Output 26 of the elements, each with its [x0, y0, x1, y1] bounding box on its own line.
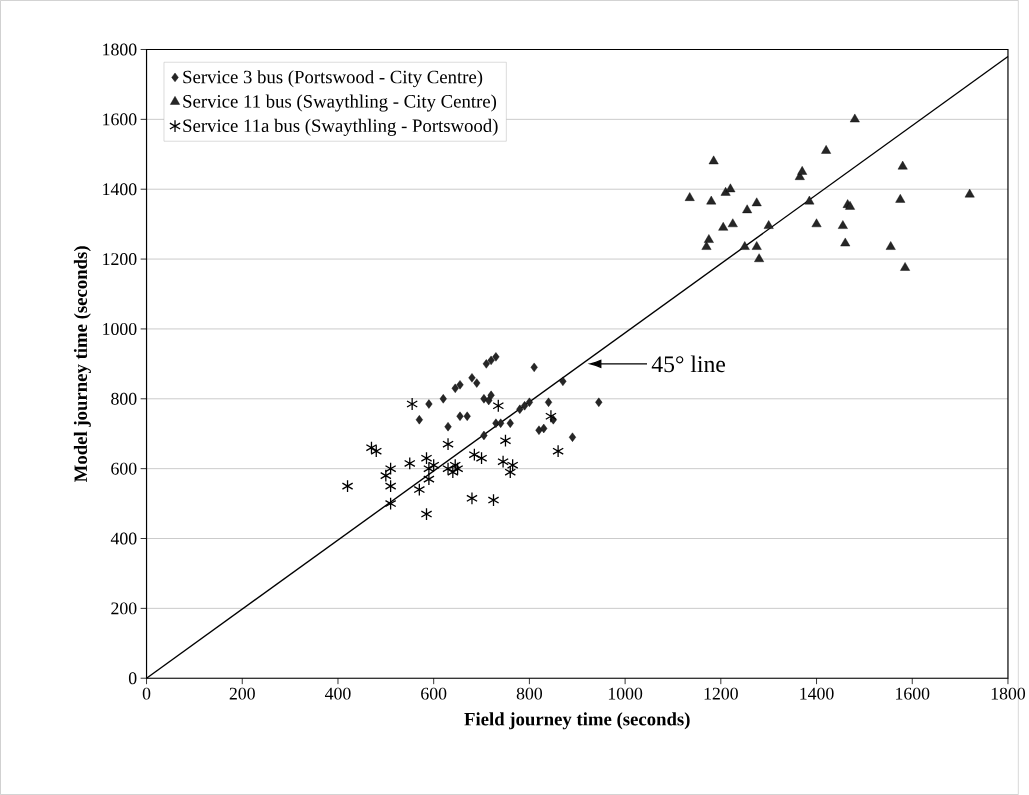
x-tick-label: 600: [421, 687, 447, 700]
legend-label: Service 11a bus (Swaythling - Portswood): [183, 118, 498, 136]
y-tick-label: 1000: [103, 322, 137, 335]
x-tick-label: 1200: [704, 687, 738, 700]
legend-label: Service 11 bus (Swaythling - City Centre): [183, 94, 497, 112]
x-axis-title: Field journey time (seconds): [464, 712, 690, 730]
x-tick-label: 400: [325, 687, 351, 700]
y-tick-label: 400: [110, 532, 137, 545]
y-axis-title: Model journey time (seconds): [73, 246, 91, 482]
x-tick-label: 1400: [800, 687, 834, 700]
y-tick-label: 600: [111, 462, 137, 475]
y-tick-label: 800: [111, 392, 137, 405]
x-tick-label: 800: [516, 687, 543, 700]
y-tick-label: 0: [128, 672, 137, 685]
x-tick-label: 1000: [608, 687, 643, 700]
x-tick-label: 0: [142, 687, 151, 700]
x-tick-label: 200: [229, 687, 255, 700]
y-tick-label: 1800: [103, 43, 137, 56]
y-tick-label: 1200: [103, 253, 137, 266]
x-tick-label: 1600: [896, 687, 930, 700]
legend-label: Service 3 bus (Portswood - City Centre): [183, 70, 483, 88]
y-tick-label: 1600: [103, 113, 137, 126]
y-tick-label: 1400: [103, 183, 137, 196]
x-tick-label: 1800: [991, 687, 1026, 700]
annotation: 45° line: [651, 355, 726, 373]
y-tick-label: 200: [111, 602, 137, 615]
